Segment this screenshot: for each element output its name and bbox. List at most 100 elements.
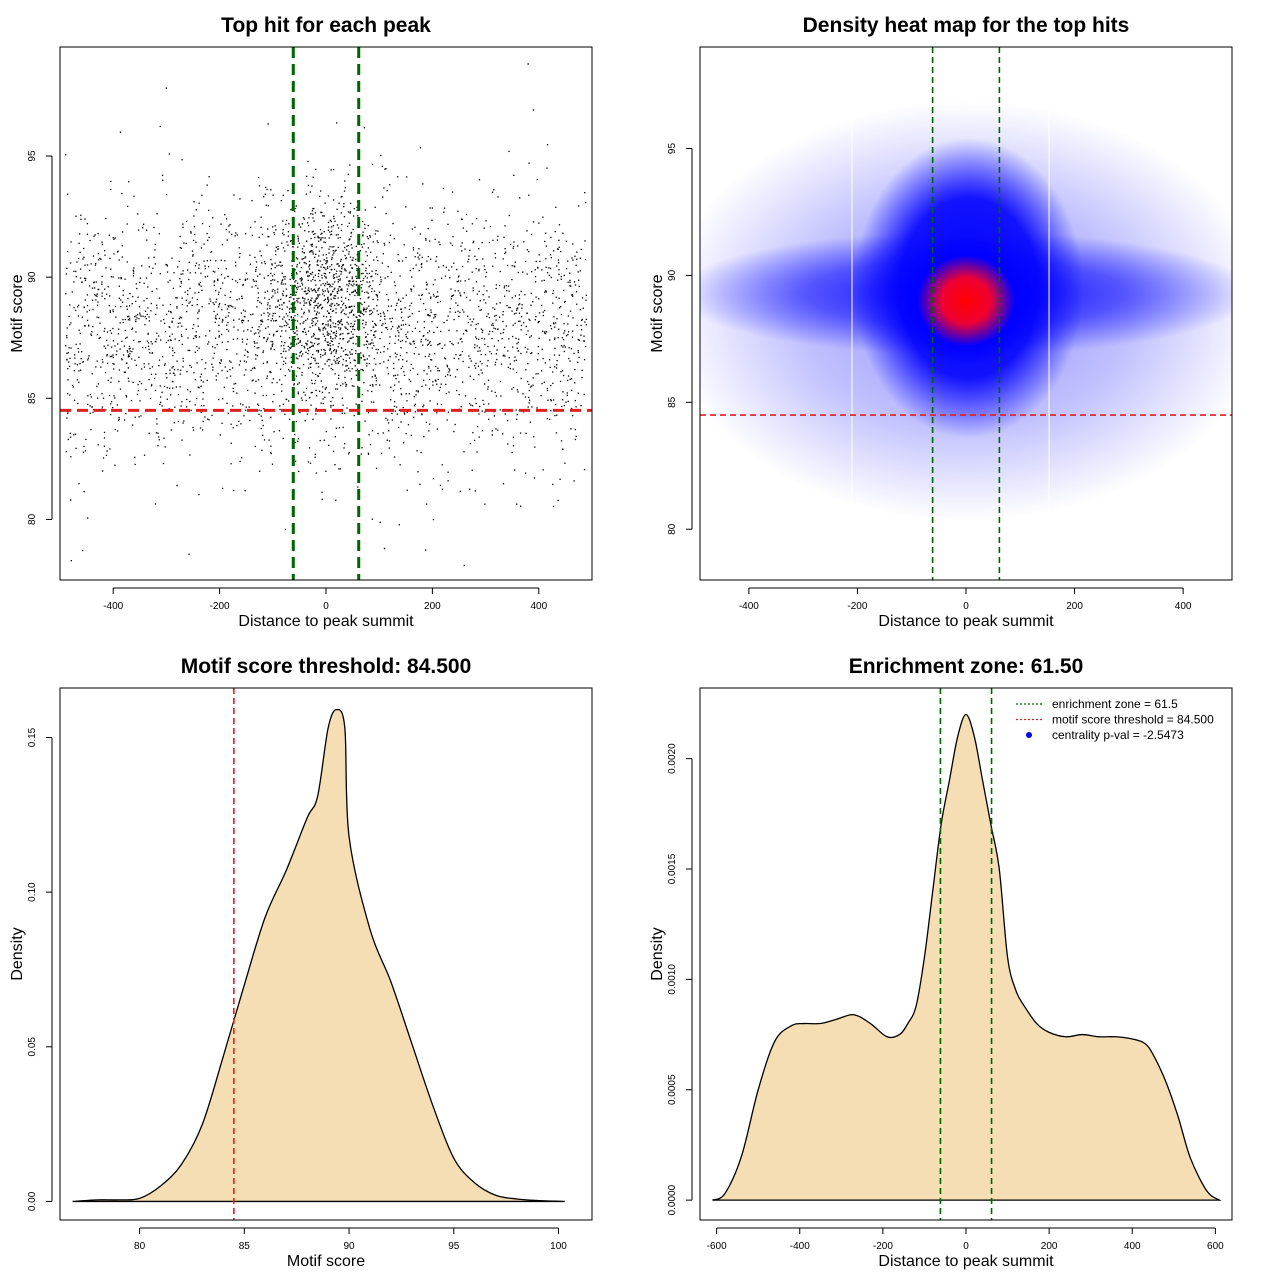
scatter-point	[156, 288, 158, 290]
scatter-point	[255, 280, 257, 282]
plot-frame	[59, 46, 593, 581]
scatter-point	[101, 406, 104, 408]
scatter-point	[452, 294, 454, 296]
scatter-point	[388, 342, 391, 345]
scatter-point	[342, 302, 345, 304]
scatter-point	[369, 284, 371, 287]
scatter-point	[234, 235, 236, 237]
scatter-point	[432, 381, 434, 383]
scatter-point	[254, 342, 256, 344]
scatter-point	[261, 419, 263, 422]
scatter-point	[376, 273, 379, 275]
scatter-point	[258, 236, 260, 238]
scatter-point	[320, 238, 322, 241]
scatter-point	[307, 271, 309, 273]
scatter-point	[221, 318, 224, 321]
scatter-point	[288, 319, 290, 321]
scatter-point	[177, 322, 179, 325]
scatter-point	[365, 343, 368, 346]
scatter-point	[371, 376, 373, 378]
scatter-point	[528, 162, 530, 164]
scatter-point	[121, 245, 123, 247]
scatter-point	[436, 403, 439, 405]
scatter-point	[360, 311, 362, 313]
scatter-point	[419, 483, 421, 485]
scatter-point	[318, 390, 321, 392]
scatter-point	[131, 350, 133, 353]
scatter-point	[320, 211, 322, 214]
scatter-point	[67, 412, 69, 415]
scatter-point	[106, 355, 108, 357]
scatter-point	[110, 180, 112, 183]
scatter-point	[340, 333, 342, 335]
scatter-point	[366, 255, 368, 257]
scatter-point	[335, 499, 337, 501]
scatter-point	[380, 452, 383, 454]
scatter-point	[277, 299, 279, 301]
scatter-point	[331, 340, 333, 343]
scatter-point	[535, 296, 537, 298]
scatter-point	[362, 272, 364, 275]
scatter-point	[406, 411, 408, 413]
scatter-point	[318, 305, 320, 307]
scatter-point	[345, 297, 347, 299]
scatter-point	[90, 396, 93, 398]
scatter-point	[93, 281, 95, 283]
scatter-point	[454, 290, 456, 292]
scatter-point	[296, 330, 298, 332]
scatter-point	[569, 378, 571, 381]
scatter-point	[172, 317, 174, 320]
scatter-point	[334, 323, 337, 325]
scatter-point	[368, 286, 370, 288]
x-tick-label: 400	[1124, 1241, 1141, 1252]
scatter-point	[331, 246, 333, 248]
scatter-point	[280, 283, 282, 285]
scatter-point	[376, 310, 378, 312]
scatter-point	[468, 278, 470, 280]
scatter-point	[541, 269, 543, 271]
scatter-point	[330, 226, 333, 228]
scatter-point	[546, 144, 549, 146]
scatter-point	[354, 263, 356, 266]
scatter-point	[475, 328, 477, 330]
scatter-point	[263, 196, 265, 198]
scatter-point	[142, 315, 144, 317]
scatter-point	[558, 239, 560, 241]
scatter-point	[398, 325, 400, 327]
scatter-point	[521, 304, 523, 306]
scatter-point	[145, 277, 148, 279]
scatter-point	[365, 336, 367, 338]
scatter-point	[247, 320, 250, 322]
scatter-point	[186, 290, 189, 292]
scatter-point	[576, 258, 578, 260]
scatter-point	[271, 318, 273, 320]
scatter-point	[267, 228, 269, 230]
scatter-point	[164, 363, 166, 365]
scatter-point	[315, 472, 318, 474]
scatter-point	[253, 341, 255, 343]
scatter-point	[378, 291, 381, 293]
scatter-point	[165, 373, 167, 375]
scatter-point	[553, 338, 556, 340]
scatter-point	[321, 498, 323, 501]
scatter-point	[435, 296, 437, 298]
scatter-point	[337, 281, 339, 283]
scatter-point	[320, 266, 322, 268]
scatter-point	[435, 380, 437, 382]
scatter-point	[513, 313, 516, 315]
scatter-point	[158, 365, 160, 367]
scatter-point	[276, 265, 278, 267]
scatter-point	[318, 269, 321, 272]
scatter-point	[295, 205, 297, 207]
scatter-point	[580, 248, 582, 251]
scatter-point	[382, 323, 384, 325]
scatter-point	[272, 315, 274, 317]
scatter-point	[359, 250, 362, 252]
scatter-point	[332, 254, 334, 256]
scatter-point	[84, 325, 86, 327]
scatter-point	[251, 199, 253, 202]
scatter-point	[265, 394, 268, 397]
scatter-point	[322, 327, 324, 329]
scatter-point	[311, 391, 313, 394]
scatter-point	[281, 383, 283, 386]
